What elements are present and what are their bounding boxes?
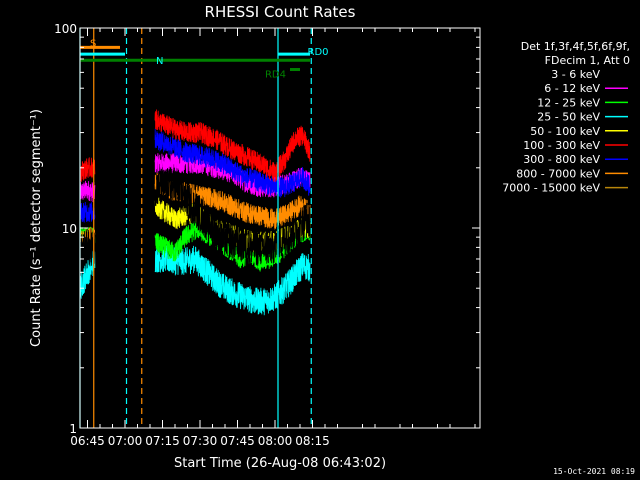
legend-label: 6 - 12 keV xyxy=(544,82,600,95)
y-axis-label: Count Rate (s⁻¹ detector segment⁻¹) xyxy=(29,109,44,347)
flag-label-rd4: RD4 xyxy=(265,70,286,81)
flag-label-rd0: RD0 xyxy=(308,47,329,58)
series-line-100to300keV xyxy=(154,109,311,182)
y-tick-label: 100 xyxy=(54,22,77,36)
series-line-3to6keV xyxy=(154,168,311,266)
series-line-300to800keV xyxy=(80,201,96,223)
series-line-300to800keV xyxy=(154,128,311,198)
legend: Det 1f,3f,4f,5f,6f,9f, FDecim 1, Att 0 3… xyxy=(502,40,630,195)
legend-label: 3 - 6 keV xyxy=(551,68,600,81)
legend-label: 800 - 7000 keV xyxy=(516,167,600,180)
x-tick-label: 08:15 xyxy=(295,434,330,448)
x-tick-label: 07:30 xyxy=(183,434,218,448)
flag-label-n: N xyxy=(156,56,163,67)
series-layer xyxy=(80,109,311,316)
legend-label: 50 - 100 keV xyxy=(530,125,600,138)
series-line-3to6keV xyxy=(80,228,96,270)
legend-label: 12 - 25 keV xyxy=(537,96,600,109)
y-tick-label: 1 xyxy=(69,422,77,436)
x-tick-label: 07:15 xyxy=(145,434,180,448)
legend-label: 7000 - 15000 keV xyxy=(502,182,600,195)
x-tick-label: 07:45 xyxy=(220,434,255,448)
y-tick-label: 10 xyxy=(62,222,77,236)
series-line-25to50keV xyxy=(154,245,311,316)
legend-label: 25 - 50 keV xyxy=(537,111,600,124)
series-line-100to300keV xyxy=(80,157,96,182)
legend-header-line-2: FDecim 1, Att 0 xyxy=(545,54,630,67)
footer-timestamp: 15-Oct-2021 08:19 xyxy=(553,467,635,476)
legend-label: 100 - 300 keV xyxy=(523,139,600,152)
x-tick-label: 07:00 xyxy=(108,434,143,448)
series-line-25to50keV xyxy=(80,249,96,300)
x-tick-label: 06:45 xyxy=(70,434,105,448)
x-tick-label: 08:00 xyxy=(258,434,293,448)
chart-title: RHESSI Count Rates xyxy=(205,3,356,21)
legend-header-line-1: Det 1f,3f,4f,5f,6f,9f, xyxy=(521,40,630,53)
flag-label-s: S xyxy=(90,38,96,49)
legend-label: 300 - 800 keV xyxy=(523,153,600,166)
tick-layer: 06:45 07:00 07:15 07:30 07:45 08:00 08:15 1 10 10… xyxy=(54,22,480,448)
x-axis-label: Start Time (26-Aug-08 06:43:02) xyxy=(174,456,386,471)
series-line-6to12keV xyxy=(80,180,96,203)
